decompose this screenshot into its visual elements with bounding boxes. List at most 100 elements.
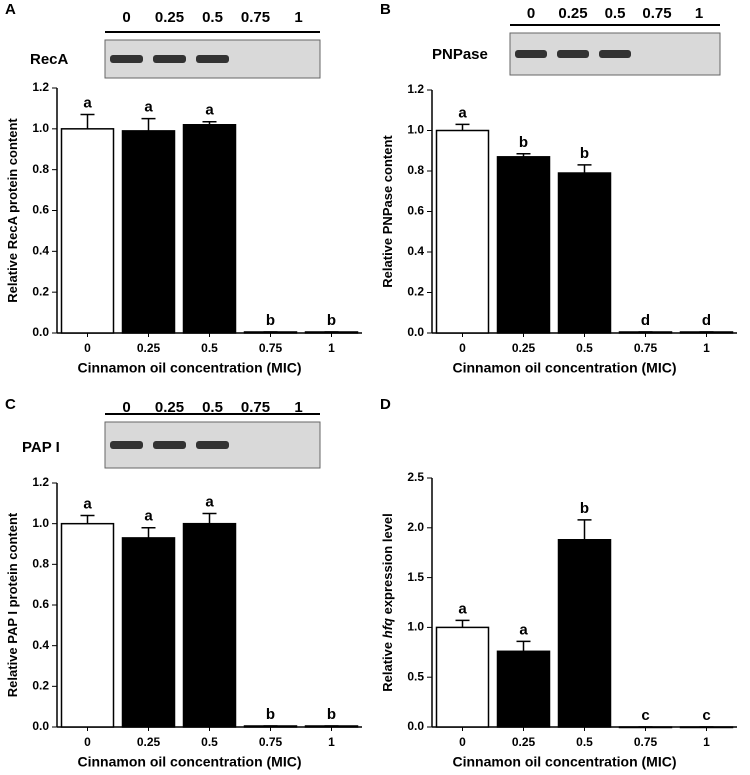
significance-letter: b xyxy=(519,134,528,151)
x-tick-label: 1 xyxy=(328,735,335,749)
bar xyxy=(121,537,176,728)
y-tick-label: 0.2 xyxy=(407,285,424,299)
significance-letter: d xyxy=(702,312,711,329)
y-axis-label-part: hfq xyxy=(380,618,395,638)
y-tick-label: 1.2 xyxy=(32,80,49,94)
y-axis-label: Relative RecA protein content xyxy=(5,118,20,303)
x-axis-label: Cinnamon oil concentration (MIC) xyxy=(78,754,302,770)
blot-band xyxy=(110,55,143,63)
error-bar xyxy=(80,514,95,524)
significance-letter: a xyxy=(144,99,153,116)
lane-label: 1 xyxy=(294,9,302,26)
y-tick-label: 0.8 xyxy=(32,557,49,571)
lane-label: 0.75 xyxy=(241,399,270,416)
x-axis-label: Cinnamon oil concentration (MIC) xyxy=(453,754,677,770)
significance-letter: a xyxy=(458,104,467,121)
bar xyxy=(182,124,237,334)
error-bar xyxy=(141,526,156,538)
blot-band xyxy=(110,441,143,449)
y-axis-label-part: Relative RecA protein content xyxy=(5,118,20,303)
x-axis-label: Cinnamon oil concentration (MIC) xyxy=(453,360,677,376)
y-tick-label: 1.2 xyxy=(32,475,49,489)
bar xyxy=(496,650,551,728)
significance-letter: c xyxy=(641,707,649,724)
y-tick-label: 0.4 xyxy=(407,244,424,258)
blot-label: PAP I xyxy=(22,439,60,456)
error-bar xyxy=(80,113,95,129)
blot-band xyxy=(557,50,589,58)
blot-band xyxy=(196,55,229,63)
panel-letter: A xyxy=(5,1,16,18)
x-tick-label: 0.25 xyxy=(137,735,161,749)
significance-letter: a xyxy=(144,508,153,525)
y-axis-label-part: Relative PAP I protein content xyxy=(5,512,20,697)
y-tick-label: 0.8 xyxy=(407,163,424,177)
y-tick-label: 0.2 xyxy=(32,679,49,693)
significance-letter: a xyxy=(205,102,214,119)
x-tick-label: 0 xyxy=(459,735,466,749)
x-tick-label: 0.5 xyxy=(201,341,218,355)
error-bar xyxy=(455,123,470,131)
y-axis-label-part: expression level xyxy=(380,513,395,618)
bar xyxy=(182,522,237,728)
panel-letter: D xyxy=(380,396,391,413)
bar xyxy=(60,522,115,728)
blot-band xyxy=(196,441,229,449)
y-tick-label: 1.5 xyxy=(407,570,424,584)
y-axis-label: Relative PNPase content xyxy=(380,135,395,288)
x-tick-label: 1 xyxy=(703,735,710,749)
blot-label: PNPase xyxy=(432,46,488,63)
x-tick-label: 0.25 xyxy=(512,341,536,355)
lane-label: 0.25 xyxy=(558,5,587,22)
x-tick-label: 0.25 xyxy=(512,735,536,749)
y-tick-label: 1.0 xyxy=(32,121,49,135)
bar xyxy=(557,172,612,334)
y-axis-label-part: Relative xyxy=(380,638,395,691)
significance-letter: b xyxy=(327,706,336,723)
significance-letter: a xyxy=(519,621,528,638)
y-tick-label: 1.0 xyxy=(407,123,424,137)
x-tick-label: 0.25 xyxy=(137,341,161,355)
error-bar xyxy=(202,512,217,524)
x-tick-label: 0 xyxy=(84,735,91,749)
significance-letter: a xyxy=(458,600,467,617)
x-tick-label: 0.75 xyxy=(259,341,283,355)
x-tick-label: 0.75 xyxy=(259,735,283,749)
y-tick-label: 0.0 xyxy=(407,325,424,339)
y-tick-label: 0.6 xyxy=(407,204,424,218)
x-tick-label: 0 xyxy=(84,341,91,355)
lane-label: 0.25 xyxy=(155,9,184,26)
bar xyxy=(121,130,176,334)
lane-label: 0 xyxy=(122,9,130,26)
blot-band xyxy=(153,441,186,449)
error-bar xyxy=(516,640,531,652)
y-tick-label: 0.0 xyxy=(407,719,424,733)
x-tick-label: 0.75 xyxy=(634,735,658,749)
panel-letter: C xyxy=(5,396,16,413)
y-tick-label: 0.2 xyxy=(32,284,49,298)
lane-label: 0.25 xyxy=(155,399,184,416)
error-bar xyxy=(516,153,531,157)
x-tick-label: 0.5 xyxy=(576,341,593,355)
bar xyxy=(557,539,612,728)
y-tick-label: 0.4 xyxy=(32,244,49,258)
x-tick-label: 1 xyxy=(703,341,710,355)
y-axis-label: Relative hfq expression level xyxy=(380,513,395,691)
blot-band xyxy=(153,55,186,63)
blot-band xyxy=(599,50,631,58)
lane-label: 1 xyxy=(294,399,302,416)
lane-label: 1 xyxy=(695,5,703,22)
y-tick-label: 2.5 xyxy=(407,470,424,484)
significance-letter: a xyxy=(83,95,92,112)
x-tick-label: 0.5 xyxy=(201,735,218,749)
bar xyxy=(435,626,490,728)
lane-label: 0 xyxy=(527,5,535,22)
significance-letter: a xyxy=(83,496,92,513)
y-tick-label: 1.2 xyxy=(407,82,424,96)
significance-letter: a xyxy=(205,493,214,510)
significance-letter: d xyxy=(641,312,650,329)
y-axis-label: Relative PAP I protein content xyxy=(5,512,20,697)
y-tick-label: 2.0 xyxy=(407,520,424,534)
significance-letter: c xyxy=(702,707,710,724)
